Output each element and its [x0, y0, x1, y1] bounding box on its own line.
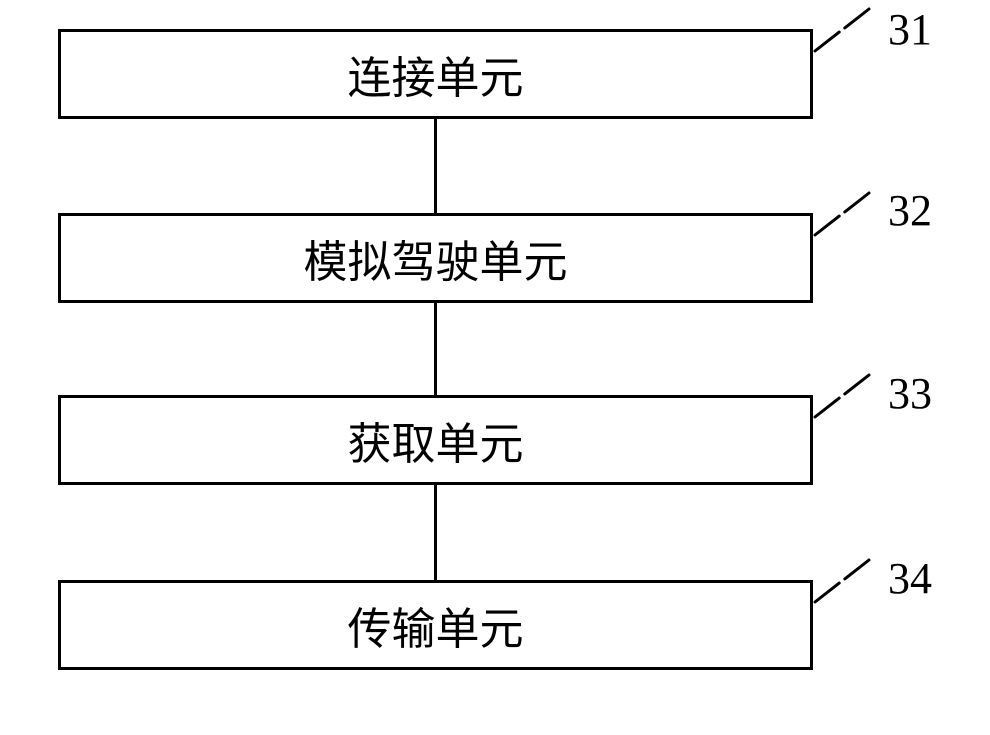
flow-connector	[434, 303, 437, 395]
flowchart-canvas: 连接单元 31 模拟驾驶单元 32 获取单元 33 传输单元 34	[0, 0, 990, 735]
leader-line	[813, 191, 871, 242]
leader-line	[813, 558, 871, 609]
node-number-label: 34	[888, 553, 932, 604]
flow-node-label: 连接单元	[348, 42, 524, 106]
node-number-label: 31	[888, 4, 932, 55]
flow-node: 获取单元	[58, 395, 813, 485]
leader-line	[813, 7, 871, 58]
flow-node: 连接单元	[58, 29, 813, 119]
node-number-label: 32	[888, 185, 932, 236]
flow-connector	[434, 485, 437, 580]
flow-node: 模拟驾驶单元	[58, 213, 813, 303]
flow-node-label: 传输单元	[348, 593, 524, 657]
flow-connector	[434, 119, 437, 213]
flow-node-label: 模拟驾驶单元	[304, 226, 568, 290]
flow-node: 传输单元	[58, 580, 813, 670]
leader-line	[813, 373, 871, 424]
node-number-label: 33	[888, 368, 932, 419]
flow-node-label: 获取单元	[348, 408, 524, 472]
